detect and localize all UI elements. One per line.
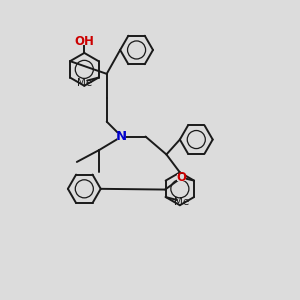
Text: N: N — [116, 130, 127, 143]
Bar — [177, 174, 186, 181]
Text: OH: OH — [74, 35, 94, 48]
Text: O: O — [176, 171, 187, 184]
Text: Me: Me — [174, 197, 189, 207]
Text: Me: Me — [77, 78, 92, 88]
Bar — [79, 38, 90, 45]
Bar — [117, 133, 126, 140]
